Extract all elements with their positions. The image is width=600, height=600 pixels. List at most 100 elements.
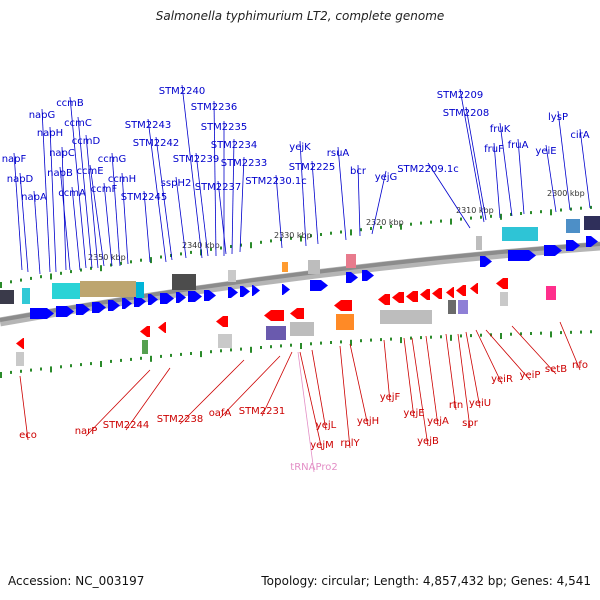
outer-scale-tick [340,230,342,234]
forward-gene-arrow [108,300,120,311]
outer-scale-tick [390,224,392,228]
outer-scale-tick [510,212,512,216]
forward-gene-arrow [544,245,562,256]
inner-scale-tick [80,363,82,367]
outer-scale-tick [220,246,222,250]
gene-leader-line [311,349,327,431]
scale-label: 2310 kbp [456,206,494,215]
gene-leader-line [13,152,23,271]
outer-scale-tick [0,282,2,288]
gene-label-cira: cirA [570,130,589,141]
annotation-block [502,227,538,241]
gene-label-ccmc: ccmC [64,118,92,129]
gene-label-stm2233: STM2233 [221,158,268,169]
inner-scale-tick [370,338,372,342]
reverse-gene-arrow [334,300,352,311]
inner-scale-tick [110,359,112,363]
gene-label-rtn: rtn [449,400,463,411]
gene-label-bcr: bcr [350,166,367,177]
outer-scale-tick [30,276,32,280]
gene-leader-line [299,140,307,247]
annotation-block [290,322,314,336]
outer-scale-tick [500,213,502,220]
inner-scale-tick [530,332,532,335]
gene-label-ssph2: sspH2 [161,178,192,189]
reverse-gene-arrow [158,322,166,333]
annotation-block [52,283,80,299]
gene-label-stm2230-1c: STM2230.1c [245,176,307,187]
scale-label: 2320 kbp [366,218,404,227]
inner-scale-tick [270,345,272,349]
inner-scale-tick [560,331,562,335]
gene-label-yeja: yejA [427,416,449,427]
gene-leader-line [425,335,439,427]
gene-label-napa: napA [21,192,47,203]
reverse-gene-arrow [378,294,390,305]
inner-scale-tick [420,336,422,340]
inner-scale-tick [500,333,502,339]
gene-leader-line [493,142,501,219]
reverse-gene-arrow [140,326,150,337]
outer-scale-tick [580,206,582,210]
inner-scale-tick [590,330,592,334]
inner-scale-tick [580,330,582,334]
gene-label-stm2208: STM2208 [443,108,490,119]
gene-leader-line [445,333,457,411]
gene-label-yeir: yeiR [491,374,513,385]
gene-label-stm2240: STM2240 [159,86,206,97]
outer-scale-tick [530,211,532,215]
annotation-block [500,292,508,306]
reverse-gene-arrow [432,288,442,299]
outer-scale-tick [480,215,482,219]
inner-scale-tick [480,333,482,337]
inner-scale-tick [0,372,2,378]
inner-scale-tick [200,351,202,358]
forward-gene-arrow [310,280,328,291]
outer-scale-tick [310,234,312,238]
outer-scale-tick [70,270,72,274]
forward-gene-arrow [566,240,580,251]
gene-leader-line [103,182,113,267]
outer-scale-tick [370,227,372,230]
inner-scale-tick [40,367,42,371]
gene-label-ccmg: ccmG [98,154,127,165]
forward-gene-arrow [252,285,260,296]
gene-leader-line [371,170,387,235]
gene-leader-line [239,156,245,253]
gene-leader-line [49,126,57,273]
reverse-gene-arrow [456,285,466,296]
inner-scale-tick [340,340,342,344]
gene-leader-line [19,375,29,441]
gene-label-fruk: fruK [490,124,511,135]
inner-scale-tick [570,330,572,334]
forward-gene-arrow [176,292,186,303]
annotation-block [566,219,580,233]
outer-scale-tick [450,218,452,225]
outer-scale-tick [260,240,262,244]
outer-scale-tick [150,257,152,264]
gene-label-stm2235: STM2235 [201,122,248,133]
gene-leader-line [403,337,415,419]
inner-scale-tick [390,337,392,341]
gene-leader-line [89,164,105,267]
outer-scale-tick [160,255,162,259]
inner-scale-tick [400,337,402,344]
forward-gene-arrow [586,236,598,247]
gene-label-yejk: yejK [289,142,311,153]
gene-label-napc: napC [49,148,75,159]
gene-leader-line [459,88,485,223]
inner-scale-tick [360,339,362,343]
annotation-block [218,334,232,348]
gene-label-rsua: rsuA [327,148,350,159]
inner-scale-tick [430,335,432,339]
gene-label-napg: napG [29,110,56,121]
gene-leader-line [69,96,87,269]
inner-scale-tick [150,355,152,362]
gene-leader-line [579,128,591,209]
outer-scale-tick [140,258,142,262]
outer-scale-tick [380,225,382,229]
gene-leader-line [357,164,361,237]
gene-leader-line [275,174,283,249]
gene-label-napd: napD [7,174,34,185]
